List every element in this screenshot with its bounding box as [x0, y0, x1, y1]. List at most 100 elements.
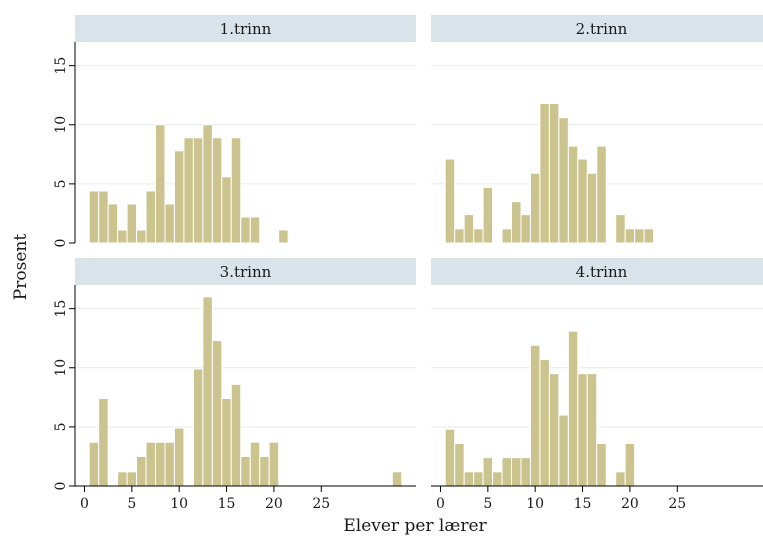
histogram-bar — [164, 203, 175, 244]
histogram-bar — [155, 441, 166, 487]
histogram-bar — [211, 137, 223, 244]
x-tick-label: 20 — [265, 496, 283, 512]
panel-2: 2.trinn — [431, 15, 763, 244]
histogram-bar — [567, 330, 579, 487]
histogram-bar — [596, 442, 607, 487]
histogram-bar — [492, 471, 503, 487]
histogram-bar — [173, 427, 185, 487]
histogram-bar — [259, 455, 270, 487]
histogram-bar — [501, 457, 513, 487]
histogram-bar — [473, 228, 484, 244]
histogram-bar — [155, 124, 166, 244]
histogram-bar — [126, 203, 138, 244]
histogram-bar — [463, 214, 475, 244]
histogram-bar — [230, 137, 242, 244]
y-tick-label: 5 — [53, 179, 69, 188]
y-tick-label: 15 — [53, 57, 69, 75]
histogram-bar — [221, 398, 232, 487]
histogram-bar — [624, 228, 636, 244]
histogram-bar — [511, 201, 522, 244]
histogram-bar — [615, 214, 626, 244]
histogram-bar — [548, 102, 560, 244]
x-tick-label: 0 — [80, 496, 89, 512]
y-tick-label: 0 — [53, 239, 69, 248]
histogram-bar — [249, 216, 261, 244]
panel-strip — [75, 15, 416, 42]
x-tick-label: 10 — [526, 496, 544, 512]
histogram-bar — [586, 172, 598, 244]
histogram-bar — [136, 455, 147, 487]
y-tick-label: 5 — [53, 422, 69, 431]
histogram-bar — [520, 214, 531, 244]
panel-1: 1.trinn 0 5 10 15 — [53, 15, 416, 247]
y-tick-label: 0 — [53, 482, 69, 491]
histogram-bar — [391, 471, 403, 487]
histogram-bar — [211, 340, 223, 487]
panel-title: 4.trinn — [576, 263, 628, 281]
y-tick-label: 15 — [53, 300, 69, 318]
histogram-bar — [98, 190, 109, 244]
histogram-bar — [463, 471, 475, 487]
histogram-bar — [596, 145, 607, 244]
histogram-bar — [98, 398, 109, 487]
panel-strip — [431, 258, 763, 285]
x-tick-label: 0 — [436, 496, 445, 512]
histogram-bar — [615, 471, 626, 487]
x-tick-label: 20 — [621, 496, 639, 512]
x-tick-label: 15 — [574, 496, 592, 512]
histogram-bar — [230, 383, 242, 487]
histogram-bar — [539, 358, 550, 487]
histogram-bar — [520, 457, 531, 487]
histogram-bar — [567, 145, 579, 244]
histogram-bar — [164, 441, 175, 487]
histogram-bar — [529, 172, 541, 244]
histogram-bar — [454, 442, 465, 487]
histogram-bar — [444, 158, 456, 244]
histogram-bar — [473, 471, 484, 487]
histogram-bar — [511, 457, 522, 487]
panel-4: 4.trinn 0 5 10 15 20 25 — [431, 258, 763, 512]
histogram-bar — [577, 373, 588, 487]
histogram-bar — [501, 228, 513, 244]
histogram-bar — [88, 190, 100, 244]
histogram-bar — [183, 137, 194, 244]
histogram-bar — [192, 137, 204, 244]
panel-title: 3.trinn — [220, 263, 272, 281]
histogram-bar — [482, 457, 494, 487]
y-axis-title: Prosent — [11, 234, 31, 301]
histogram-bar — [539, 102, 550, 244]
histogram-bar — [221, 176, 232, 244]
panel-3: 3.trinn 0 5 10 15 0 5 10 15 20 25 — [53, 258, 416, 512]
histogram-bar — [117, 229, 128, 244]
histogram-bar — [249, 441, 261, 487]
histogram-bar — [278, 229, 289, 244]
histogram-bar — [586, 373, 598, 487]
histogram-bar — [126, 471, 138, 487]
histogram-bar — [529, 344, 541, 487]
histogram-bar — [240, 455, 251, 487]
histogram-bar — [107, 203, 119, 244]
histogram-bar — [624, 442, 636, 487]
histogram-bar — [173, 150, 185, 244]
panel-strip — [75, 258, 416, 285]
histogram-bar — [202, 124, 213, 244]
x-tick-label: 5 — [483, 496, 492, 512]
panel-title: 1.trinn — [220, 20, 272, 38]
histogram-bar — [136, 229, 147, 244]
histogram-bar — [268, 441, 280, 487]
histogram-bar — [88, 441, 100, 487]
x-axis-title: Elever per lærer — [343, 516, 487, 536]
histogram-bar — [558, 117, 569, 244]
histogram-bar — [643, 228, 655, 244]
histogram-bar — [202, 296, 213, 487]
y-tick-label: 10 — [53, 116, 69, 134]
histogram-bar — [240, 216, 251, 244]
panel-title: 2.trinn — [576, 20, 628, 38]
histogram-bar — [558, 414, 569, 487]
histogram-bar — [145, 441, 157, 487]
x-tick-label: 10 — [170, 496, 188, 512]
histogram-bar — [454, 228, 465, 244]
histogram-bar — [548, 373, 560, 487]
histogram-bar — [117, 471, 128, 487]
